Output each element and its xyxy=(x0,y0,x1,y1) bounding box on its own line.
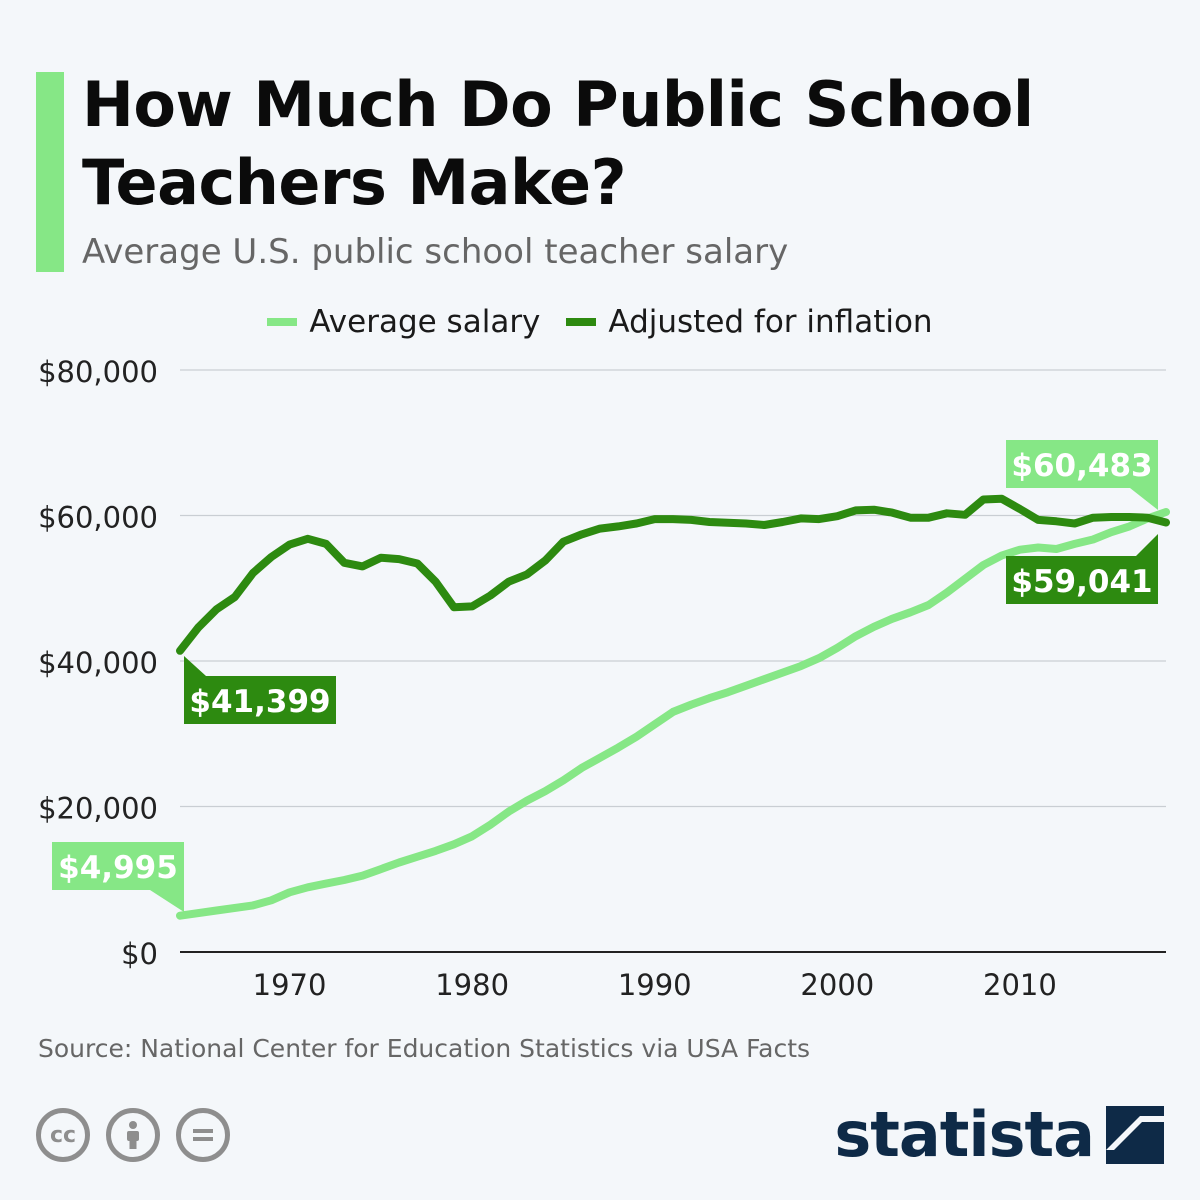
y-tick-label: $40,000 xyxy=(38,646,158,680)
data-label-adjusted-start: $41,399 xyxy=(184,656,336,724)
legend-swatch-adjusted xyxy=(566,318,597,326)
data-label-box xyxy=(184,676,336,724)
chart-legend: Average salary Adjusted for inflation xyxy=(0,304,1200,340)
data-label-average-start: $4,995 xyxy=(52,842,184,912)
data-label-box xyxy=(52,842,184,890)
data-label-pointer xyxy=(150,890,184,912)
data-label-text: $60,483 xyxy=(1011,448,1152,484)
brand-logo[interactable]: statista xyxy=(834,1100,1164,1170)
data-label-pointer xyxy=(184,656,206,676)
cc-icon[interactable]: cc xyxy=(36,1108,90,1162)
license-icons: cc xyxy=(36,1108,230,1162)
legend-swatch-average-salary xyxy=(267,318,298,326)
data-label-text: $41,399 xyxy=(189,684,330,720)
no-derivatives-icon[interactable] xyxy=(176,1108,230,1162)
data-label-text: $4,995 xyxy=(58,850,178,886)
data-label-average-end: $60,483 xyxy=(1006,440,1158,510)
legend-item-average-salary[interactable]: Average salary xyxy=(267,304,540,340)
y-tick-label: $60,000 xyxy=(38,501,158,535)
brand-name: statista xyxy=(834,1098,1095,1171)
data-label-text: $59,041 xyxy=(1011,564,1152,600)
source-note: Source: National Center for Education St… xyxy=(38,1034,811,1063)
data-label-box xyxy=(1006,556,1158,604)
data-label-pointer xyxy=(1136,534,1158,556)
data-label-box xyxy=(1006,440,1158,488)
data-label-pointer xyxy=(1130,488,1158,510)
statista-logo-icon xyxy=(1106,1106,1164,1164)
x-tick-label: 2010 xyxy=(983,968,1057,1002)
series-line-average-salary xyxy=(176,508,1170,920)
legend-label-average-salary: Average salary xyxy=(309,304,541,340)
chart-subtitle: Average U.S. public school teacher salar… xyxy=(82,232,789,272)
x-tick-label: 1990 xyxy=(618,968,692,1002)
x-tick-label: 2000 xyxy=(800,968,874,1002)
attribution-icon[interactable] xyxy=(106,1108,160,1162)
y-tick-label: $20,000 xyxy=(38,792,158,826)
x-tick-label: 1980 xyxy=(435,968,509,1002)
data-label-adjusted-end: $59,041 xyxy=(1006,534,1158,604)
y-tick-label: $0 xyxy=(121,937,158,971)
x-tick-label: 1970 xyxy=(253,968,327,1002)
legend-label-adjusted: Adjusted for inflation xyxy=(608,304,933,340)
legend-item-adjusted[interactable]: Adjusted for inflation xyxy=(566,304,933,340)
page-title: How Much Do Public School Teachers Make? xyxy=(82,68,1034,219)
y-tick-label: $80,000 xyxy=(38,355,158,389)
accent-bar xyxy=(36,72,64,272)
series-line-adjusted xyxy=(176,494,1170,655)
